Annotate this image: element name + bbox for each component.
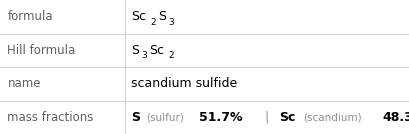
Text: 51.7%: 51.7% — [199, 111, 242, 124]
Text: 48.3%: 48.3% — [382, 111, 409, 124]
Text: 2: 2 — [168, 51, 173, 60]
Text: 3: 3 — [141, 51, 147, 60]
Text: 3: 3 — [168, 18, 173, 27]
Text: S: S — [131, 111, 140, 124]
Text: Sc: Sc — [278, 111, 294, 124]
Text: mass fractions: mass fractions — [7, 111, 94, 124]
Text: formula: formula — [7, 10, 53, 23]
Text: scandium sulfide: scandium sulfide — [131, 77, 237, 90]
Text: Sc: Sc — [131, 10, 146, 23]
Text: 2: 2 — [150, 18, 156, 27]
Text: name: name — [7, 77, 41, 90]
Text: (scandium): (scandium) — [302, 112, 361, 122]
Text: (sulfur): (sulfur) — [146, 112, 184, 122]
Text: |: | — [263, 111, 268, 124]
Text: Sc: Sc — [148, 44, 164, 57]
Text: S: S — [131, 44, 139, 57]
Text: Hill formula: Hill formula — [7, 44, 75, 57]
Text: S: S — [157, 10, 165, 23]
